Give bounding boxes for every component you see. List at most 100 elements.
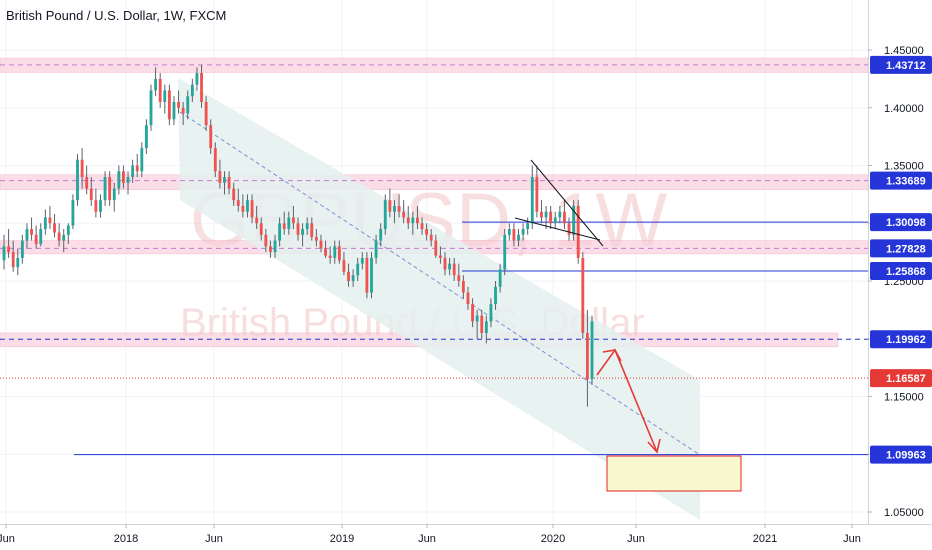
candle-body[interactable] bbox=[99, 200, 102, 212]
candle-body[interactable] bbox=[34, 234, 38, 245]
candle-body[interactable] bbox=[296, 223, 300, 235]
candle-body[interactable] bbox=[200, 73, 203, 102]
candle-body[interactable] bbox=[43, 217, 47, 230]
candle-body[interactable] bbox=[319, 240, 323, 249]
candle-body[interactable] bbox=[328, 255, 332, 258]
candle-body[interactable] bbox=[365, 257, 369, 293]
candle-body[interactable] bbox=[71, 200, 75, 226]
candle-body[interactable] bbox=[379, 229, 383, 241]
candle-body[interactable] bbox=[62, 234, 66, 241]
candle-body[interactable] bbox=[167, 90, 171, 120]
candle-body[interactable] bbox=[498, 269, 502, 287]
candle-body[interactable] bbox=[108, 177, 112, 201]
candle-body[interactable] bbox=[204, 101, 208, 126]
candle-body[interactable] bbox=[282, 223, 286, 230]
candle-body[interactable] bbox=[411, 217, 415, 224]
candle-body[interactable] bbox=[76, 159, 79, 201]
candle-body[interactable] bbox=[489, 304, 493, 322]
candle-body[interactable] bbox=[337, 246, 341, 261]
candle-body[interactable] bbox=[434, 240, 438, 256]
candle-body[interactable] bbox=[103, 177, 107, 201]
price-tag[interactable] bbox=[870, 213, 932, 232]
candle-body[interactable] bbox=[314, 237, 318, 241]
candle-body[interactable] bbox=[122, 171, 125, 183]
candle-body[interactable] bbox=[135, 165, 139, 172]
candle-body[interactable] bbox=[112, 188, 116, 201]
candle-body[interactable] bbox=[227, 177, 231, 189]
candle-body[interactable] bbox=[466, 292, 470, 305]
candle-body[interactable] bbox=[471, 304, 474, 322]
candle-body[interactable] bbox=[448, 263, 452, 270]
candle-body[interactable] bbox=[356, 263, 360, 276]
candle-body[interactable] bbox=[572, 205, 576, 235]
candle-body[interactable] bbox=[163, 90, 167, 102]
candle-body[interactable] bbox=[351, 275, 355, 281]
price-tag[interactable] bbox=[870, 239, 932, 258]
candle-body[interactable] bbox=[48, 217, 52, 224]
candle-body[interactable] bbox=[80, 159, 84, 178]
candle-body[interactable] bbox=[475, 315, 479, 322]
candle-body[interactable] bbox=[530, 177, 534, 224]
candle-body[interactable] bbox=[370, 257, 373, 293]
candle-body[interactable] bbox=[264, 234, 268, 247]
price-tag[interactable] bbox=[870, 445, 932, 464]
candle-body[interactable] bbox=[259, 223, 263, 235]
candle-body[interactable] bbox=[140, 148, 144, 172]
candle-body[interactable] bbox=[425, 229, 429, 235]
candle-body[interactable] bbox=[393, 205, 396, 212]
candle-body[interactable] bbox=[563, 211, 566, 224]
candle-body[interactable] bbox=[544, 211, 548, 218]
candle-body[interactable] bbox=[7, 246, 11, 253]
candle-body[interactable] bbox=[567, 223, 571, 235]
candle-body[interactable] bbox=[213, 148, 217, 172]
price-tag[interactable] bbox=[870, 171, 932, 190]
candle-body[interactable] bbox=[540, 211, 543, 218]
candle-body[interactable] bbox=[374, 240, 378, 258]
candle-body[interactable] bbox=[291, 217, 295, 224]
candle-body[interactable] bbox=[420, 223, 424, 230]
candle-body[interactable] bbox=[585, 332, 589, 380]
candle-body[interactable] bbox=[581, 257, 585, 333]
candle-body[interactable] bbox=[154, 78, 158, 91]
candle-body[interactable] bbox=[517, 234, 520, 241]
candle-body[interactable] bbox=[443, 257, 447, 270]
candle-body[interactable] bbox=[2, 246, 6, 261]
candle-body[interactable] bbox=[347, 271, 350, 281]
candle-body[interactable] bbox=[57, 232, 61, 241]
candle-body[interactable] bbox=[397, 205, 401, 212]
candle-body[interactable] bbox=[16, 257, 20, 268]
candle-body[interactable] bbox=[66, 225, 70, 235]
candle-body[interactable] bbox=[278, 223, 282, 241]
candle-body[interactable] bbox=[209, 125, 213, 149]
candle-body[interactable] bbox=[241, 205, 245, 212]
candle-body[interactable] bbox=[11, 252, 15, 268]
candle-body[interactable] bbox=[20, 240, 24, 258]
candle-body[interactable] bbox=[25, 229, 29, 241]
candle-body[interactable] bbox=[553, 217, 557, 224]
candle-body[interactable] bbox=[273, 240, 277, 253]
candle-body[interactable] bbox=[480, 315, 484, 333]
candle-body[interactable] bbox=[342, 260, 346, 272]
candle-body[interactable] bbox=[576, 205, 580, 258]
candle-body[interactable] bbox=[438, 255, 442, 258]
candle-body[interactable] bbox=[512, 229, 516, 241]
candle-body[interactable] bbox=[558, 211, 562, 218]
candle-body[interactable] bbox=[402, 211, 406, 218]
candle-body[interactable] bbox=[190, 84, 194, 97]
candle-body[interactable] bbox=[195, 73, 199, 85]
candle-body[interactable] bbox=[94, 200, 98, 212]
candle-body[interactable] bbox=[461, 281, 465, 293]
candle-body[interactable] bbox=[30, 229, 33, 235]
candle-body[interactable] bbox=[246, 200, 249, 212]
candle-body[interactable] bbox=[236, 200, 240, 206]
price-tag[interactable] bbox=[870, 55, 932, 74]
candle-body[interactable] bbox=[255, 217, 259, 224]
candle-body[interactable] bbox=[85, 177, 89, 189]
candle-body[interactable] bbox=[360, 257, 364, 264]
candle-body[interactable] bbox=[526, 223, 530, 230]
candle-body[interactable] bbox=[223, 177, 226, 183]
candle-body[interactable] bbox=[507, 229, 511, 235]
candle-body[interactable] bbox=[177, 101, 180, 108]
candle-body[interactable] bbox=[149, 90, 153, 126]
